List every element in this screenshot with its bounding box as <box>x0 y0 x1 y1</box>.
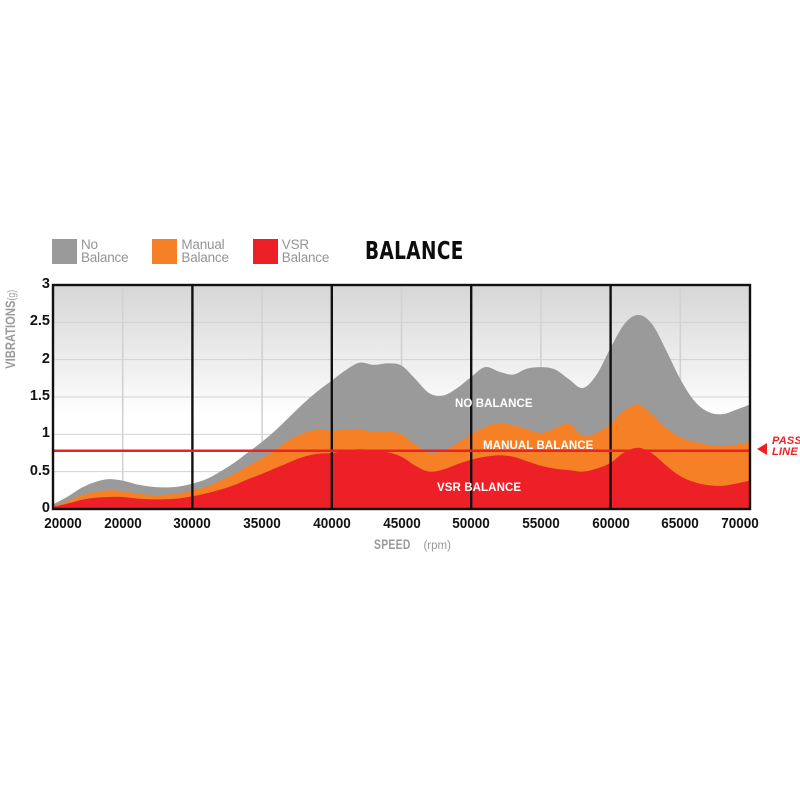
legend-swatch-vsr-balance <box>252 239 278 264</box>
x-tick-label: 45000 <box>382 516 421 532</box>
y-tick-label: 0.5 <box>29 462 50 479</box>
legend-item-no-balance: No Balance <box>52 237 129 266</box>
y-axis-tick-labels: 3 2.5 2 1.5 1 0.5 0 <box>0 0 50 800</box>
series-areas-group <box>53 314 750 509</box>
series-label-vsr-balance: VSR BALANCE <box>437 482 522 494</box>
y-tick-label: 3 <box>41 276 50 292</box>
legend-label-no-balance: No Balance <box>81 237 129 266</box>
x-tick-label: 20000 <box>44 516 82 532</box>
pass-line-arrow-icon <box>757 443 767 455</box>
legend-swatch-no-balance <box>52 239 77 264</box>
x-axis-title: SPEED (rpm) <box>374 536 451 552</box>
x-axis-title-text: SPEED <box>374 536 411 552</box>
x-tick-label: 55000 <box>522 516 560 532</box>
y-tick-label: 2 <box>41 350 50 367</box>
y-tick-label: 1.5 <box>29 388 50 404</box>
y-tick-label: 2.5 <box>29 313 50 330</box>
x-tick-label: 40000 <box>313 516 351 532</box>
legend-swatch-manual-balance <box>152 239 178 264</box>
x-tick-label: 35000 <box>243 516 281 532</box>
legend-label-manual-balance: Manual Balance <box>181 237 229 266</box>
x-tick-label: 30000 <box>173 516 212 532</box>
x-tick-label: 60000 <box>591 516 630 532</box>
legend: No Balance Manual Balance VSR Balance <box>52 237 330 266</box>
y-tick-label: 1 <box>41 425 50 442</box>
legend-item-manual-balance: Manual Balance <box>152 237 229 266</box>
y-tick-label: 0 <box>41 500 50 516</box>
x-tick-label: 50000 <box>452 516 490 532</box>
legend-item-vsr-balance: VSR Balance <box>252 237 330 266</box>
legend-label-vsr-balance: VSR Balance <box>281 237 330 266</box>
page-title: BALANCE <box>365 236 464 265</box>
series-label-manual-balance: MANUAL BALANCE <box>483 440 594 452</box>
plot-border <box>51 283 752 511</box>
x-tick-label: 65000 <box>661 516 700 532</box>
x-tick-label: 20000 <box>103 516 142 532</box>
major-gridlines-group <box>191 285 612 509</box>
series-area-vsr-balance <box>53 447 750 509</box>
series-label-no-balance: NO BALANCE <box>455 398 533 410</box>
x-tick-label: 70000 <box>721 516 759 532</box>
pass-line-label: PASS LINE <box>772 435 800 458</box>
x-axis-unit: (rpm) <box>423 540 451 552</box>
